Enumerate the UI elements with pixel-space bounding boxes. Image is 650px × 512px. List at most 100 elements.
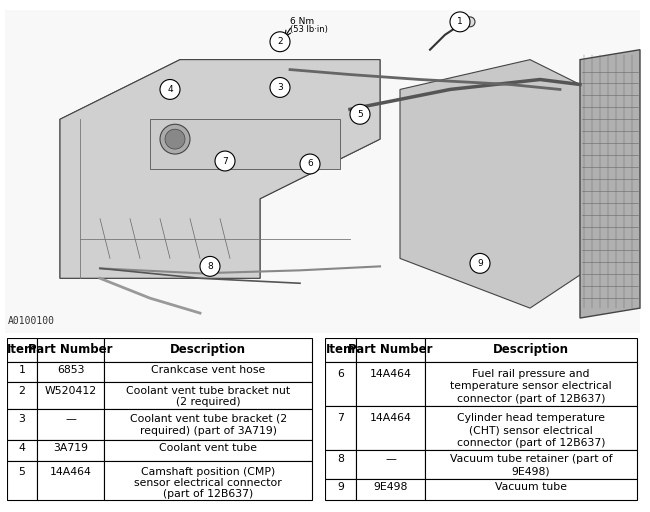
Bar — [105, 361, 312, 382]
Bar — [105, 382, 312, 409]
Bar — [325, 362, 356, 406]
Text: —: — — [385, 454, 396, 464]
Text: 3: 3 — [18, 414, 25, 424]
Text: connector (part of 12B637): connector (part of 12B637) — [457, 438, 605, 447]
Text: 9E498: 9E498 — [373, 482, 408, 493]
Bar — [356, 479, 425, 500]
Circle shape — [270, 77, 290, 97]
Text: 2: 2 — [277, 37, 283, 46]
Text: 3: 3 — [277, 83, 283, 92]
Bar — [325, 406, 356, 450]
Bar — [37, 440, 105, 461]
Polygon shape — [400, 59, 590, 308]
Text: Vacuum tube: Vacuum tube — [495, 482, 567, 493]
Text: 6853: 6853 — [57, 365, 84, 375]
Circle shape — [160, 124, 190, 154]
Bar — [6, 440, 37, 461]
Bar — [6, 361, 37, 382]
Text: sensor electrical connector: sensor electrical connector — [135, 478, 282, 488]
Text: 3A719: 3A719 — [53, 443, 88, 453]
Circle shape — [165, 129, 185, 149]
Text: 14A464: 14A464 — [370, 369, 411, 378]
Bar — [6, 409, 37, 440]
Text: Coolant vent tube bracket nut: Coolant vent tube bracket nut — [126, 387, 291, 396]
Text: Part Number: Part Number — [348, 344, 433, 356]
Text: required) (part of 3A719): required) (part of 3A719) — [140, 426, 277, 436]
Text: Part Number: Part Number — [29, 344, 113, 356]
Text: Description: Description — [493, 344, 569, 356]
Polygon shape — [60, 59, 380, 279]
Bar — [105, 440, 312, 461]
Bar — [325, 450, 356, 479]
Text: 7: 7 — [222, 157, 228, 165]
Text: 14A464: 14A464 — [50, 467, 92, 477]
Text: Item: Item — [326, 344, 356, 356]
Text: Crankcase vent hose: Crankcase vent hose — [151, 365, 265, 375]
Bar — [6, 461, 37, 500]
Bar — [425, 338, 637, 362]
Text: Coolant vent tube: Coolant vent tube — [159, 443, 257, 453]
Circle shape — [270, 32, 290, 52]
Text: (CHT) sensor electrical: (CHT) sensor electrical — [469, 425, 593, 435]
Text: (53 lb·in): (53 lb·in) — [290, 25, 328, 34]
Bar — [6, 382, 37, 409]
Text: 4: 4 — [18, 443, 25, 453]
Text: 6 Nm: 6 Nm — [290, 17, 314, 26]
Bar — [425, 479, 637, 500]
Polygon shape — [60, 59, 380, 279]
Bar — [37, 382, 105, 409]
Text: A0100100: A0100100 — [8, 316, 55, 326]
Text: 9E498): 9E498) — [512, 466, 551, 476]
Text: 8: 8 — [207, 262, 213, 271]
Bar — [325, 479, 356, 500]
Text: 5: 5 — [357, 110, 363, 119]
Text: Fuel rail pressure and: Fuel rail pressure and — [473, 369, 590, 378]
Bar — [37, 409, 105, 440]
Text: 14A464: 14A464 — [370, 413, 411, 422]
Bar — [105, 338, 312, 361]
Bar — [105, 409, 312, 440]
Bar — [37, 338, 105, 361]
Text: 4: 4 — [167, 85, 173, 94]
Text: (part of 12B637): (part of 12B637) — [163, 489, 254, 499]
Circle shape — [470, 253, 490, 273]
Bar — [425, 362, 637, 406]
Text: connector (part of 12B637): connector (part of 12B637) — [457, 394, 605, 403]
Circle shape — [200, 257, 220, 276]
Circle shape — [465, 17, 475, 27]
Text: 6: 6 — [307, 160, 313, 168]
Text: 6: 6 — [337, 369, 344, 378]
Bar — [105, 461, 312, 500]
Text: Camshaft position (CMP): Camshaft position (CMP) — [141, 467, 276, 477]
Polygon shape — [580, 50, 640, 318]
Bar — [356, 406, 425, 450]
Bar — [325, 338, 356, 362]
Polygon shape — [150, 119, 340, 169]
Bar — [37, 361, 105, 382]
Text: W520412: W520412 — [45, 387, 97, 396]
Text: 5: 5 — [18, 467, 25, 477]
Bar — [425, 406, 637, 450]
Text: (2 required): (2 required) — [176, 397, 240, 407]
Bar — [356, 450, 425, 479]
Text: 1: 1 — [457, 17, 463, 26]
Bar — [356, 362, 425, 406]
Text: 2: 2 — [18, 387, 25, 396]
Text: 7: 7 — [337, 413, 344, 422]
Text: temperature sensor electrical: temperature sensor electrical — [450, 381, 612, 391]
Circle shape — [160, 79, 180, 99]
Bar — [37, 461, 105, 500]
Text: Coolant vent tube bracket (2: Coolant vent tube bracket (2 — [130, 414, 287, 424]
Bar — [425, 450, 637, 479]
Circle shape — [300, 154, 320, 174]
Circle shape — [350, 104, 370, 124]
Text: 9: 9 — [477, 259, 483, 268]
Text: Item: Item — [6, 344, 37, 356]
Text: —: — — [65, 414, 76, 424]
Text: 1: 1 — [18, 365, 25, 375]
Text: 8: 8 — [337, 454, 344, 464]
Circle shape — [450, 12, 470, 32]
Bar — [6, 338, 37, 361]
Circle shape — [215, 151, 235, 171]
Text: Cylinder head temperature: Cylinder head temperature — [457, 413, 605, 422]
